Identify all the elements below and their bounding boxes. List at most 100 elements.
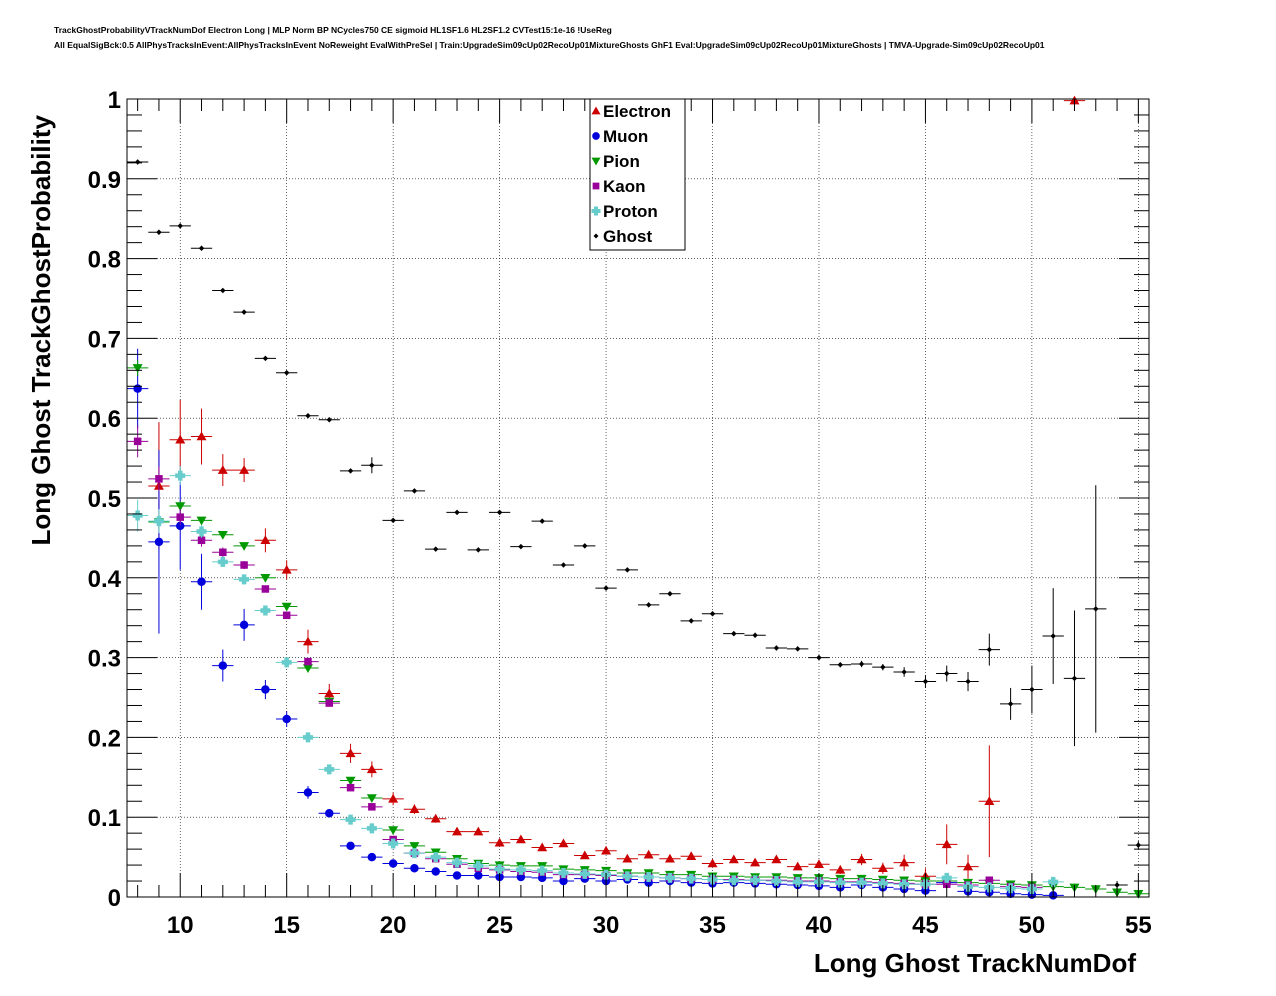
data-point bbox=[325, 808, 334, 818]
data-point bbox=[302, 732, 313, 743]
data-point bbox=[877, 878, 888, 889]
data-point bbox=[622, 853, 633, 863]
data-point bbox=[281, 657, 292, 668]
data-point bbox=[196, 431, 207, 441]
data-point bbox=[176, 513, 184, 521]
y-tick-label: 0.2 bbox=[88, 725, 121, 752]
data-point bbox=[963, 861, 974, 871]
data-point bbox=[771, 876, 782, 887]
data-point bbox=[582, 543, 588, 549]
y-tick-label: 0.8 bbox=[88, 247, 121, 274]
data-point bbox=[197, 577, 206, 587]
y-tick-label: 0.9 bbox=[88, 167, 121, 194]
data-point bbox=[1007, 701, 1014, 707]
data-point bbox=[518, 543, 524, 550]
x-tick-label: 35 bbox=[699, 912, 726, 939]
data-point bbox=[324, 688, 335, 698]
legend-marker bbox=[592, 132, 600, 140]
data-point bbox=[367, 852, 377, 862]
data-point bbox=[837, 662, 844, 668]
data-point bbox=[603, 585, 609, 591]
series-ghost bbox=[127, 159, 1149, 890]
data-point bbox=[260, 605, 271, 616]
data-point bbox=[409, 842, 420, 851]
x-tick-label: 15 bbox=[273, 912, 300, 939]
data-point bbox=[409, 848, 420, 859]
data-point bbox=[813, 859, 824, 869]
data-point bbox=[856, 854, 867, 864]
data-point bbox=[686, 873, 697, 884]
data-point bbox=[217, 530, 228, 540]
data-point bbox=[366, 794, 377, 804]
y-axis-label: Long Ghost TrackGhostProbability bbox=[26, 114, 56, 545]
data-point bbox=[196, 526, 207, 537]
y-tick-label: 0.3 bbox=[88, 646, 121, 673]
legend-marker bbox=[592, 182, 600, 190]
data-point bbox=[792, 861, 803, 871]
data-point bbox=[260, 535, 271, 545]
data-point bbox=[624, 567, 631, 573]
chart-title-line-2: All EqualSigBck:0.5 AllPhysTracksInEvent… bbox=[54, 40, 1045, 50]
data-point bbox=[622, 871, 633, 882]
y-tick-label: 0.5 bbox=[88, 486, 121, 513]
data-point bbox=[816, 654, 822, 661]
data-point bbox=[474, 871, 483, 880]
data-point bbox=[539, 518, 545, 524]
data-point bbox=[345, 748, 356, 758]
data-point bbox=[260, 574, 271, 583]
data-point bbox=[752, 632, 758, 639]
data-point bbox=[430, 852, 441, 863]
y-tick-label: 0.4 bbox=[88, 566, 122, 593]
data-point bbox=[750, 857, 761, 867]
x-tick-label: 50 bbox=[1019, 912, 1046, 939]
data-point bbox=[133, 384, 142, 393]
data-series bbox=[127, 95, 1149, 900]
data-point bbox=[496, 509, 503, 516]
y-tick-label: 1 bbox=[108, 87, 121, 114]
data-point bbox=[901, 669, 907, 675]
data-point bbox=[302, 636, 313, 646]
data-point bbox=[388, 838, 399, 849]
chart-title-line-1: TrackGhostProbabilityVTrackNumDof Electr… bbox=[54, 25, 612, 35]
data-point bbox=[325, 699, 334, 707]
data-point bbox=[667, 591, 673, 597]
data-point bbox=[366, 823, 377, 834]
legend-marker bbox=[591, 206, 601, 216]
data-point bbox=[177, 223, 183, 229]
x-tick-label: 45 bbox=[912, 912, 939, 939]
data-point bbox=[794, 646, 801, 652]
data-point bbox=[155, 475, 163, 483]
data-point bbox=[409, 804, 420, 813]
data-point bbox=[1135, 842, 1142, 848]
data-point bbox=[281, 564, 292, 574]
data-point bbox=[239, 542, 250, 551]
data-point bbox=[217, 556, 228, 567]
data-point bbox=[473, 826, 484, 836]
data-point bbox=[645, 602, 652, 608]
legend-box bbox=[589, 98, 686, 251]
data-point bbox=[388, 793, 399, 803]
data-point bbox=[454, 509, 460, 516]
data-point bbox=[686, 851, 697, 861]
data-point bbox=[368, 803, 376, 811]
x-tick-label: 55 bbox=[1125, 912, 1152, 939]
data-point bbox=[156, 229, 162, 236]
data-point bbox=[430, 813, 441, 823]
legend-label: Electron bbox=[603, 102, 671, 121]
data-point bbox=[219, 548, 227, 557]
data-point bbox=[877, 863, 888, 873]
data-point bbox=[515, 864, 526, 875]
data-point bbox=[750, 875, 761, 886]
data-point bbox=[175, 470, 186, 481]
x-tick-label: 40 bbox=[806, 912, 833, 939]
data-point bbox=[366, 764, 377, 774]
data-point bbox=[773, 645, 780, 651]
data-point bbox=[239, 465, 250, 474]
x-tick-label: 25 bbox=[486, 912, 513, 939]
data-point bbox=[303, 788, 313, 797]
data-point bbox=[922, 678, 929, 685]
data-point bbox=[388, 826, 399, 835]
y-tick-label: 0.6 bbox=[88, 406, 121, 433]
data-point bbox=[835, 877, 846, 888]
data-point bbox=[558, 868, 569, 879]
